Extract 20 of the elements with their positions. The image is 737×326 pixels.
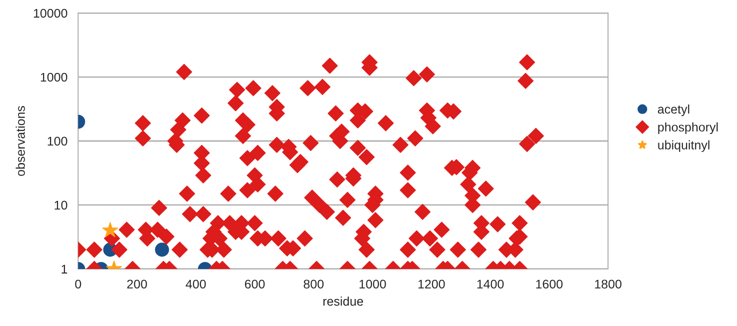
x-tick-label: 1600 <box>536 280 563 289</box>
x-tick-label: 0 <box>75 280 82 289</box>
y-tick-label: 1000 <box>40 72 68 82</box>
x-tick-label: 1200 <box>418 280 445 289</box>
y-tick-label: 1 <box>62 264 68 274</box>
legend-label: phosphoryl <box>658 122 718 134</box>
y-tick-label: 10 <box>54 200 68 210</box>
y-tick-label: 100 <box>48 136 68 146</box>
y-axis-title: observations <box>16 106 25 176</box>
x-tick-label: 1000 <box>360 280 386 289</box>
x-tick-label: 1800 <box>595 280 622 289</box>
x-tick-label: 800 <box>304 280 324 289</box>
x-tick-label: 400 <box>186 280 206 289</box>
x-tick-label: 1400 <box>477 280 504 289</box>
x-tick-label: 600 <box>244 280 265 289</box>
y-tick-label: 10000 <box>34 8 68 18</box>
x-axis-title: residue <box>323 296 364 306</box>
x-tick-label: 200 <box>127 280 147 289</box>
legend-label: ubiquitnyl <box>658 140 710 152</box>
legend-label: acetyl <box>658 104 690 116</box>
